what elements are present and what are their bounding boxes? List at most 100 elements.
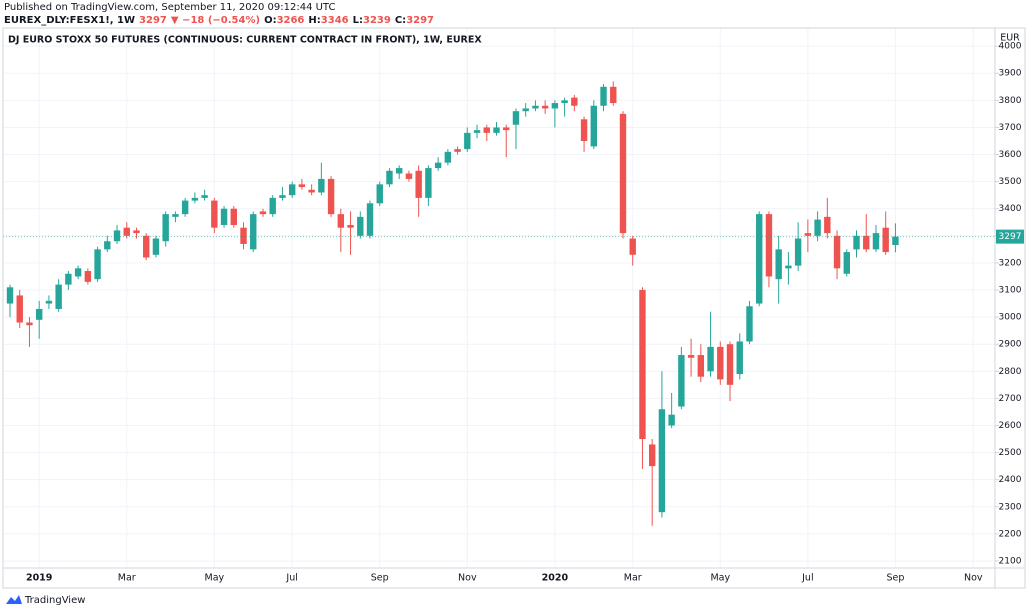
ohlc-label: C:	[395, 15, 406, 26]
candle-body	[493, 127, 500, 133]
candle-body	[512, 111, 520, 125]
x-tick-label: 2020	[542, 573, 569, 584]
published-note: Published on TradingView.com, September …	[4, 2, 335, 13]
candle-body	[726, 344, 734, 385]
candle-body	[639, 290, 646, 440]
candle-body	[551, 103, 559, 109]
candle-body	[668, 414, 675, 426]
last-price-badge	[996, 229, 1024, 244]
currency: EUR	[1000, 33, 1020, 44]
candle-body	[240, 227, 247, 244]
ohlc-label: L:	[353, 15, 363, 26]
candle-body	[172, 214, 179, 217]
candle-body	[571, 97, 578, 106]
candle-body	[863, 235, 870, 250]
chart-frame	[2, 27, 1026, 589]
candle-body	[775, 249, 782, 280]
candle-body	[707, 346, 714, 372]
candle-body	[94, 249, 101, 280]
candle-body	[201, 195, 208, 198]
candle-body	[454, 149, 461, 152]
candle-body	[386, 170, 393, 185]
y-tick-label: 3400	[999, 204, 1022, 214]
y-tick-label: 3800	[999, 96, 1022, 106]
candle-body	[882, 227, 889, 253]
y-tick-label: 3100	[999, 286, 1022, 296]
last-value: 3297	[139, 15, 167, 26]
x-tick-label: Nov	[964, 573, 983, 584]
candle-body	[318, 178, 325, 193]
candle-body	[503, 127, 510, 131]
candle-body	[113, 230, 121, 242]
candle-body	[434, 162, 442, 169]
ohlc-value: 3346	[321, 15, 349, 26]
y-tick-label: 2400	[999, 475, 1022, 485]
candle-body	[366, 203, 374, 236]
y-tick-label: 3500	[999, 177, 1022, 187]
candle-body	[765, 214, 773, 277]
x-tick-label: 2019	[26, 573, 52, 584]
candle-body	[746, 306, 753, 342]
candle-body	[561, 100, 568, 104]
candle-body	[35, 308, 43, 320]
candle-body	[444, 151, 452, 163]
candle-body	[211, 200, 218, 228]
candle-body	[181, 200, 189, 215]
ohlc-value: 3297	[406, 15, 434, 26]
candle-body	[853, 235, 860, 250]
candle-body	[298, 184, 306, 188]
candle-body	[308, 189, 315, 193]
candle-body	[804, 233, 812, 236]
candle-body	[191, 197, 199, 201]
candle-body	[794, 238, 802, 266]
candle-body	[736, 341, 743, 375]
y-tick-label: 2700	[999, 394, 1022, 404]
candle-body	[814, 219, 821, 236]
x-tick-label: Sep	[371, 573, 389, 584]
candles	[6, 81, 899, 526]
ohlc-value: 3266	[277, 15, 305, 26]
candle-body	[65, 273, 72, 285]
candle-body	[143, 235, 150, 258]
candle-body	[697, 355, 705, 377]
y-tick-label: 3600	[999, 150, 1022, 160]
candle-body	[84, 271, 92, 282]
candle-body	[337, 214, 345, 228]
candle-body	[658, 409, 666, 513]
chart-title: DJ EURO STOXX 50 FUTURES (CONTINUOUS: CU…	[8, 35, 482, 46]
change: ▼ −18 (−0.54%)	[171, 15, 260, 26]
candle-body	[892, 236, 899, 246]
candle-body	[16, 295, 23, 323]
x-tick-label: Mar	[624, 573, 642, 584]
y-tick-label: 2100	[999, 556, 1022, 566]
grid	[3, 28, 999, 568]
candle-body	[425, 168, 432, 198]
candle-body	[347, 224, 354, 228]
ohlc-value: 3239	[363, 15, 391, 26]
candle-body	[259, 211, 267, 215]
y-tick-label: 2500	[999, 448, 1022, 458]
candle-body	[396, 168, 403, 174]
candle-body	[230, 208, 237, 225]
candle-body	[162, 214, 169, 242]
candle-body	[872, 233, 880, 250]
candle-body	[45, 300, 53, 304]
candle-body	[327, 178, 335, 215]
candle-body	[123, 227, 130, 236]
ohlc-label: H:	[308, 15, 320, 26]
candle-body	[133, 230, 140, 234]
candle-body	[541, 105, 549, 109]
x-tick-label: Mar	[118, 573, 136, 584]
x-tick-label: May	[710, 573, 730, 584]
candle-body	[279, 195, 286, 198]
candle-body	[648, 444, 656, 467]
y-tick-label: 3700	[999, 123, 1022, 133]
logo-text: TradingView	[24, 595, 85, 606]
y-tick-label: 2800	[999, 367, 1022, 377]
y-tick-label: 2900	[999, 340, 1022, 350]
candle-body	[619, 113, 627, 234]
candle-body	[288, 184, 296, 196]
candle-body	[785, 265, 792, 269]
candle-body	[717, 346, 724, 380]
